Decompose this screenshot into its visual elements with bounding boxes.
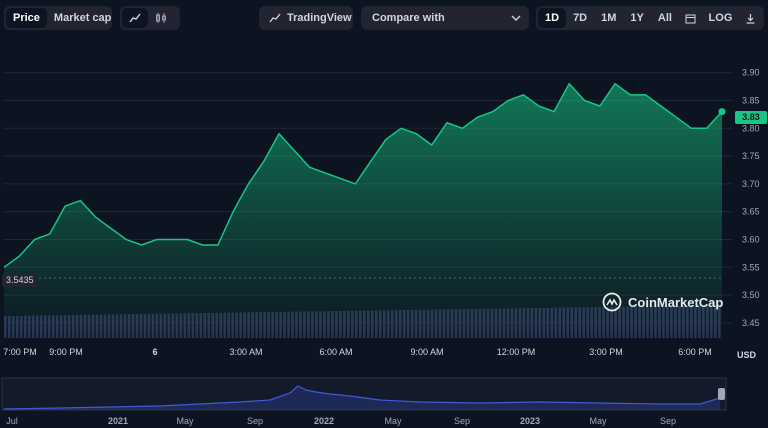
range-1d[interactable]: 1D — [538, 8, 567, 28]
y-tick-label: 3.45 — [742, 318, 760, 328]
chart-line-icon — [269, 13, 281, 23]
range-all[interactable]: All — [657, 12, 672, 24]
coinmarketcap-logo-icon — [602, 292, 622, 312]
overview-tick-label: 2021 — [108, 416, 128, 426]
overview-tick-label: 2023 — [520, 416, 540, 426]
overview-tick-label: May — [589, 416, 607, 426]
coinmarketcap-watermark: CoinMarketCap — [602, 292, 723, 312]
price-area — [4, 83, 722, 334]
y-tick-label: 3.70 — [742, 179, 760, 189]
compare-with-label: Compare with — [372, 12, 445, 24]
x-tick-label: 6:00 PM — [678, 347, 712, 357]
overview-tick-label: Jul — [6, 416, 18, 426]
current-price-dot — [718, 108, 726, 116]
y-tick-label: 3.50 — [742, 290, 760, 300]
tradingview-label: TradingView — [287, 12, 352, 24]
download-icon[interactable] — [739, 8, 762, 28]
x-tick-label: 12:00 PM — [497, 347, 536, 357]
y-tick-label: 3.55 — [742, 262, 760, 272]
market-cap-tab[interactable]: Market cap — [53, 12, 112, 24]
overview-navigator[interactable] — [1, 377, 727, 411]
overview-axis: Jul 2021 May Sep 2022 May Sep 2023 May Sep — [6, 416, 676, 426]
time-range-toggle: 1D 7D 1M 1Y All LOG — [536, 6, 764, 30]
watermark-text: CoinMarketCap — [628, 294, 724, 310]
overview-tick-label: May — [384, 416, 402, 426]
price-tab[interactable]: Price — [6, 8, 47, 28]
x-axis: 7:00 PM 9:00 PM 6 3:00 AM 6:00 AM 9:00 AM 12:0… — [3, 347, 712, 357]
overview-tick-label: Sep — [454, 416, 470, 426]
line-chart-icon[interactable] — [122, 8, 148, 28]
x-tick-label: 3:00 AM — [229, 347, 262, 357]
log-scale-toggle[interactable]: LOG — [708, 12, 733, 24]
y-tick-label: 3.60 — [742, 234, 760, 244]
x-tick-label: 7:00 PM — [3, 347, 37, 357]
x-tick-label: 9:00 AM — [410, 347, 443, 357]
overview-tick-label: Sep — [660, 416, 676, 426]
price-marketcap-toggle: Price Market cap — [4, 6, 112, 30]
range-1m[interactable]: 1M — [601, 12, 617, 24]
chart-toolbar: Price Market cap TradingView Compare wit… — [0, 0, 768, 36]
open-price-label: 3.5435 — [2, 274, 38, 287]
y-tick-label: 3.75 — [742, 151, 760, 161]
overview-handle[interactable] — [718, 388, 725, 400]
range-7d[interactable]: 7D — [573, 12, 588, 24]
y-tick-label: 3.65 — [742, 207, 760, 217]
overview-tick-label: May — [176, 416, 194, 426]
range-1y[interactable]: 1Y — [630, 12, 644, 24]
chart-type-toggle — [120, 6, 180, 30]
chevron-down-icon — [511, 15, 521, 21]
overview-line — [3, 385, 721, 410]
candlestick-icon[interactable] — [148, 8, 174, 28]
y-tick-label: 3.90 — [742, 68, 760, 78]
price-line — [3, 82, 723, 268]
overview-tick-label: Sep — [247, 416, 263, 426]
calendar-icon[interactable] — [679, 8, 702, 28]
overview-frame — [1, 377, 727, 411]
x-tick-label: 6:00 AM — [319, 347, 352, 357]
x-tick-label: 9:00 PM — [49, 347, 83, 357]
tradingview-button[interactable]: TradingView — [259, 6, 353, 30]
x-tick-label: 6 — [152, 347, 157, 357]
x-tick-label: 3:00 PM — [589, 347, 623, 357]
price-chart[interactable]: 3.90 3.85 3.80 3.75 3.70 3.65 3.60 3.55 3.50 3.45… — [0, 36, 768, 428]
compare-with-select[interactable]: Compare with — [361, 6, 529, 30]
y-axis: 3.90 3.85 3.80 3.75 3.70 3.65 3.60 3.55 3.50 3.45 — [742, 68, 760, 328]
currency-label: USD — [737, 350, 757, 360]
y-tick-label: 3.80 — [742, 123, 760, 133]
overview-tick-label: 2022 — [314, 416, 334, 426]
y-tick-label: 3.85 — [742, 95, 760, 105]
current-price-label: 3.83 — [735, 111, 767, 124]
